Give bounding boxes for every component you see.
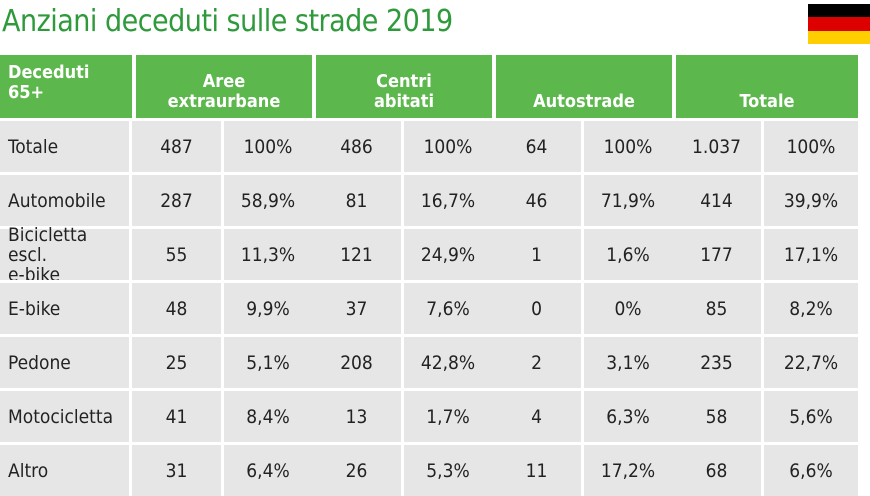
- row-label: Pedone: [0, 334, 132, 388]
- table-cell: 0: [492, 280, 584, 334]
- table-cell: 55: [132, 226, 224, 280]
- table-cell: 1,6%: [584, 226, 672, 280]
- header-autostrade: Autostrade: [492, 55, 672, 118]
- table-cell: 58,9%: [224, 172, 312, 226]
- header-aree-extraurbane: Aree extraurbane: [132, 55, 312, 118]
- table-cell: 46: [492, 172, 584, 226]
- page-title: Anziani deceduti sulle strade 2019: [2, 4, 453, 39]
- table-cell: 71,9%: [584, 172, 672, 226]
- table-cell: 6,4%: [224, 442, 312, 496]
- table-cell: 287: [132, 172, 224, 226]
- header-totale-label: Totale: [739, 91, 795, 112]
- table-cell: 1,7%: [404, 388, 492, 442]
- table-cell: 58: [672, 388, 764, 442]
- table-cell: 16,7%: [404, 172, 492, 226]
- row-label: Altro: [0, 442, 132, 496]
- table-cell: 487: [132, 118, 224, 172]
- row-label-line: Motocicletta: [8, 405, 114, 428]
- flag-stripe-black: [808, 4, 870, 18]
- table-cell: 235: [672, 334, 764, 388]
- header-centri-line2: abitati: [373, 91, 435, 112]
- table-cell: 1: [492, 226, 584, 280]
- flag-stripe-red: [808, 17, 870, 31]
- table-cell: 24,9%: [404, 226, 492, 280]
- row-label-line: e-bike: [8, 263, 61, 286]
- table-cell: 81: [312, 172, 404, 226]
- table-cell: 85: [672, 280, 764, 334]
- header-deceduti: Deceduti 65+: [0, 55, 132, 118]
- table-cell: 8,2%: [764, 280, 858, 334]
- row-label-line: Automobile: [8, 189, 106, 212]
- table-cell: 4: [492, 388, 584, 442]
- table-cell: 100%: [584, 118, 672, 172]
- table-cell: 5,6%: [764, 388, 858, 442]
- header-deceduti-line2: 65+: [8, 82, 45, 103]
- table-cell: 68: [672, 442, 764, 496]
- table-cell: 48: [132, 280, 224, 334]
- table-cell: 414: [672, 172, 764, 226]
- table-cell: 7,6%: [404, 280, 492, 334]
- table-cell: 486: [312, 118, 404, 172]
- table-cell: 208: [312, 334, 404, 388]
- table-cell: 41: [132, 388, 224, 442]
- table-cell: 37: [312, 280, 404, 334]
- table-cell: 22,7%: [764, 334, 858, 388]
- row-label-line: Totale: [8, 135, 59, 158]
- row-label: Bicicletta escl. e-bike: [0, 223, 132, 285]
- table-cell: 100%: [404, 118, 492, 172]
- german-flag-icon: [808, 4, 870, 44]
- table-cell: 26: [312, 442, 404, 496]
- row-label-line: Altro: [8, 459, 49, 482]
- table-cell: 17,1%: [764, 226, 858, 280]
- row-label: Automobile: [0, 172, 132, 226]
- header-autostrade-label: Autostrade: [533, 91, 635, 112]
- table-cell: 1.037: [672, 118, 764, 172]
- header-aree-line2: extraurbane: [167, 91, 281, 112]
- table-cell: 177: [672, 226, 764, 280]
- header-centri-abitati: Centri abitati: [312, 55, 492, 118]
- table-cell: 0%: [584, 280, 672, 334]
- header-deceduti-line1: Deceduti: [8, 62, 90, 83]
- table-cell: 100%: [764, 118, 858, 172]
- table-cell: 5,3%: [404, 442, 492, 496]
- row-label-line: Bicicletta escl.: [8, 223, 88, 266]
- table-cell: 64: [492, 118, 584, 172]
- row-label: Totale: [0, 118, 132, 172]
- table-cell: 121: [312, 226, 404, 280]
- table-cell: 39,9%: [764, 172, 858, 226]
- row-label: Motocicletta: [0, 388, 132, 442]
- table-cell: 13: [312, 388, 404, 442]
- table-cell: 17,2%: [584, 442, 672, 496]
- table-cell: 2: [492, 334, 584, 388]
- header-aree-line1: Aree: [202, 71, 246, 92]
- table-cell: 6,6%: [764, 442, 858, 496]
- table-cell: 42,8%: [404, 334, 492, 388]
- table-cell: 8,4%: [224, 388, 312, 442]
- row-label-line: E-bike: [8, 297, 61, 320]
- flag-stripe-gold: [808, 30, 870, 44]
- table-cell: 11: [492, 442, 584, 496]
- table-cell: 11,3%: [224, 226, 312, 280]
- table-cell: 100%: [224, 118, 312, 172]
- table-cell: 3,1%: [584, 334, 672, 388]
- table-cell: 9,9%: [224, 280, 312, 334]
- header-centri-line1: Centri: [376, 71, 432, 92]
- table-cell: 25: [132, 334, 224, 388]
- table-cell: 31: [132, 442, 224, 496]
- table-cell: 6,3%: [584, 388, 672, 442]
- table-cell: 5,1%: [224, 334, 312, 388]
- row-label-line: Pedone: [8, 351, 71, 374]
- header-totale: Totale: [672, 55, 858, 118]
- data-table: Deceduti 65+ Aree extraurbane Centri abi…: [0, 55, 870, 496]
- row-label: E-bike: [0, 280, 132, 334]
